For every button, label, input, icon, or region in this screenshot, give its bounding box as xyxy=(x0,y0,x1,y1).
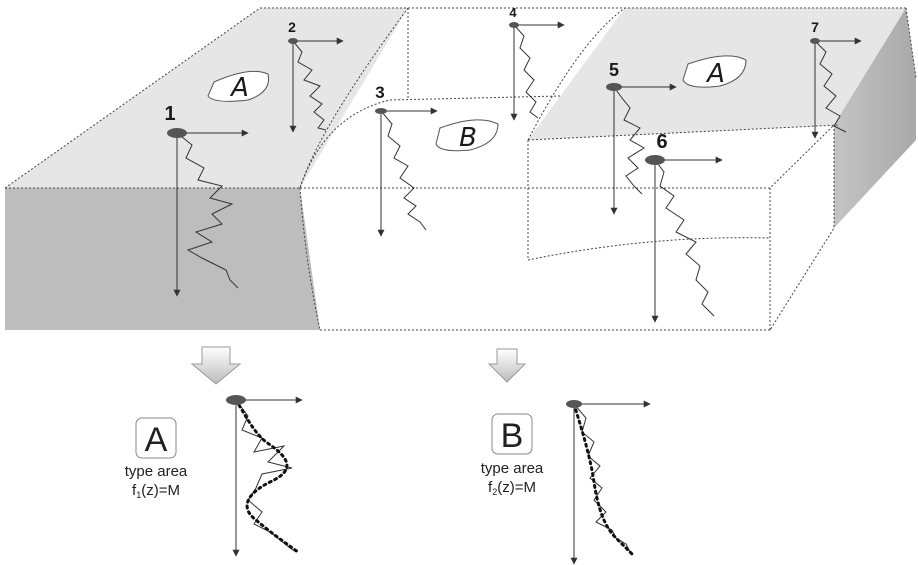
profile-a-fitted xyxy=(226,395,303,557)
profile-6: 6 xyxy=(645,131,723,323)
svg-text:5: 5 xyxy=(609,60,619,80)
zone-label-a-right: A xyxy=(682,55,747,89)
svg-text:type area: type area xyxy=(481,460,544,477)
svg-text:6: 6 xyxy=(656,131,667,153)
down-arrow-b xyxy=(487,348,527,383)
result-a: A type area f1(z)=M xyxy=(125,417,188,500)
zone-label-b-center: B xyxy=(435,119,499,153)
profile-4: 4 xyxy=(509,5,565,121)
zone-a-left-front xyxy=(5,188,320,330)
svg-text:B: B xyxy=(501,417,524,455)
svg-text:B: B xyxy=(459,123,477,153)
svg-text:4: 4 xyxy=(509,5,517,20)
profile-b-fitted xyxy=(566,400,651,565)
profile-1: 1 xyxy=(164,103,249,297)
zone-label-a-left: A xyxy=(207,70,270,103)
down-arrow-a xyxy=(190,346,242,385)
svg-text:type area: type area xyxy=(125,463,188,480)
svg-text:7: 7 xyxy=(811,19,819,35)
profile-3: 3 xyxy=(375,83,438,237)
profile-7: 7 xyxy=(810,19,862,139)
svg-text:2: 2 xyxy=(288,19,296,35)
profile-2: 2 xyxy=(288,19,344,133)
svg-text:3: 3 xyxy=(375,83,384,102)
svg-text:A: A xyxy=(705,59,725,89)
zone-a-left-top xyxy=(5,8,408,188)
terrain-block xyxy=(4,7,917,331)
svg-text:1: 1 xyxy=(164,103,175,125)
svg-text:A: A xyxy=(229,73,249,103)
svg-text:f2(z)=M: f2(z)=M xyxy=(488,479,536,497)
zone-a-right-side xyxy=(834,8,916,228)
svg-text:A: A xyxy=(145,421,168,459)
profile-5: 5 xyxy=(606,60,677,215)
result-b: B type area f2(z)=M xyxy=(481,413,544,497)
svg-text:f1(z)=M: f1(z)=M xyxy=(132,482,180,500)
